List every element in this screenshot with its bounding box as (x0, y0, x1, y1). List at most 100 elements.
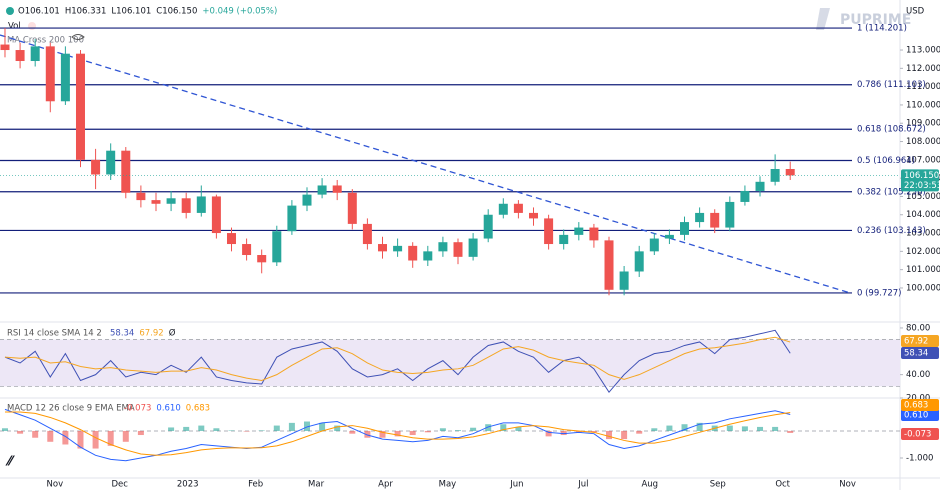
candle-body (453, 242, 463, 257)
candle-body (257, 255, 267, 263)
macd-legend[interactable]: MACD 12 26 close 9 EMA EMA (7, 404, 135, 414)
histogram-bar (379, 430, 386, 438)
fib-label: 0 (99.727) (857, 288, 901, 298)
tv-logo: ⁄⁄ (5, 455, 15, 470)
histogram-bar (107, 430, 114, 446)
candle-body (680, 222, 690, 235)
y-tick-label: 112.000 (906, 64, 940, 74)
candle-body (287, 205, 297, 232)
macd-last: -0.073 (904, 430, 931, 440)
candle-body (121, 150, 131, 193)
candle-body (226, 233, 236, 245)
candle-body (317, 185, 327, 195)
histogram-bar (349, 430, 356, 434)
logo: PUPRIME (840, 12, 911, 28)
candle-body (211, 196, 221, 234)
currency[interactable]: USD (906, 7, 925, 17)
histogram-bar (228, 430, 235, 431)
histogram-bar (424, 430, 431, 433)
histogram-bar (757, 426, 764, 431)
candle-body (166, 198, 176, 204)
histogram-bar (32, 430, 39, 438)
visibility-icon[interactable] (71, 34, 85, 40)
histogram-bar (303, 421, 310, 431)
histogram-bar (409, 430, 416, 436)
candle-body (529, 212, 539, 219)
candle-body (332, 185, 342, 193)
candle-body (272, 231, 282, 263)
candle-body (785, 168, 795, 176)
histogram-bar (183, 426, 190, 431)
candle-body (15, 50, 25, 62)
histogram-bar (621, 430, 628, 440)
macd-last: 0.610 (904, 411, 928, 421)
candle-body (30, 46, 40, 62)
candle-body (242, 244, 252, 256)
candle-body (196, 196, 206, 213)
candle-body (106, 150, 116, 175)
candle-body (755, 181, 765, 191)
histogram-bar (439, 428, 446, 431)
candle-body (513, 203, 523, 213)
macd-line (4, 411, 791, 456)
y-tick-label: 108.000 (906, 137, 940, 147)
x-tick-label: Dec (112, 480, 129, 490)
y-tick-label: 103.000 (906, 229, 940, 239)
candle-body (544, 218, 554, 245)
histogram-bar (455, 430, 462, 431)
symbol-icon[interactable] (6, 7, 14, 15)
legend-value: 0.610 (156, 404, 180, 414)
y-tick-label: 20.00 (906, 394, 930, 404)
y-tick-label: 104.000 (906, 210, 940, 220)
rsi-legend[interactable]: RSI 14 close SMA 14 2 (7, 329, 102, 339)
histogram-bar (47, 430, 54, 442)
y-tick-label: 111.000 (906, 82, 940, 92)
histogram-bar (696, 422, 703, 431)
rsi-last: 67.92 (904, 337, 928, 347)
histogram-bar (273, 425, 280, 431)
rsi-last-box (901, 347, 939, 359)
x-tick-label: Feb (248, 480, 263, 490)
histogram-bar (1, 428, 8, 431)
ma-legend[interactable]: MA Cross 200 100 (7, 36, 84, 46)
candle-body (362, 223, 372, 245)
histogram-bar (17, 430, 24, 434)
histogram-bar (364, 430, 371, 438)
volume-label[interactable]: Vol (8, 22, 21, 32)
legend-value: -0.073 (124, 404, 151, 414)
y-tick-label: 101.000 (906, 265, 940, 275)
legend-icon: Ø (169, 328, 176, 339)
rsi-last-box (901, 335, 939, 347)
histogram-bar (62, 430, 69, 445)
candle-body (710, 212, 720, 228)
y-tick-label: 105.000 (906, 192, 940, 202)
histogram-bar (606, 430, 613, 440)
y-tick-label: 107.000 (906, 155, 940, 165)
header-stats: O106.101 H106.331 L106.101 C106.150 +0.049 (… (18, 7, 277, 17)
fib-label: 0.382 (105.256) (857, 187, 926, 197)
candle-body (604, 240, 614, 290)
candle-body (91, 159, 101, 175)
last-price: 106.150 (904, 171, 939, 181)
header-stat: O106.101 (18, 7, 60, 17)
y-tick-label: 80.00 (906, 323, 930, 333)
alert-icon[interactable] (28, 22, 36, 30)
candle-body (664, 234, 674, 239)
histogram-bar (575, 430, 582, 433)
header-stat: L106.101 (111, 7, 151, 17)
x-tick-label: Sep (710, 480, 726, 490)
rsi-last: 58.34 (904, 349, 928, 359)
x-tick-label: May (439, 480, 457, 490)
fib-label: 0.5 (106.964) (857, 156, 915, 166)
macd-line (4, 408, 791, 462)
y-tick-label: 40.00 (906, 370, 930, 380)
candle-body (378, 244, 387, 252)
candle-body (347, 192, 357, 224)
candle-body (136, 192, 146, 201)
histogram-bar (500, 424, 507, 431)
y-tick-label: -1.000 (906, 454, 933, 464)
histogram-bar (772, 426, 779, 431)
x-tick-label: Apr (378, 480, 393, 490)
x-tick-label: 2023 (177, 480, 199, 490)
y-tick-label: 100.000 (906, 283, 940, 293)
